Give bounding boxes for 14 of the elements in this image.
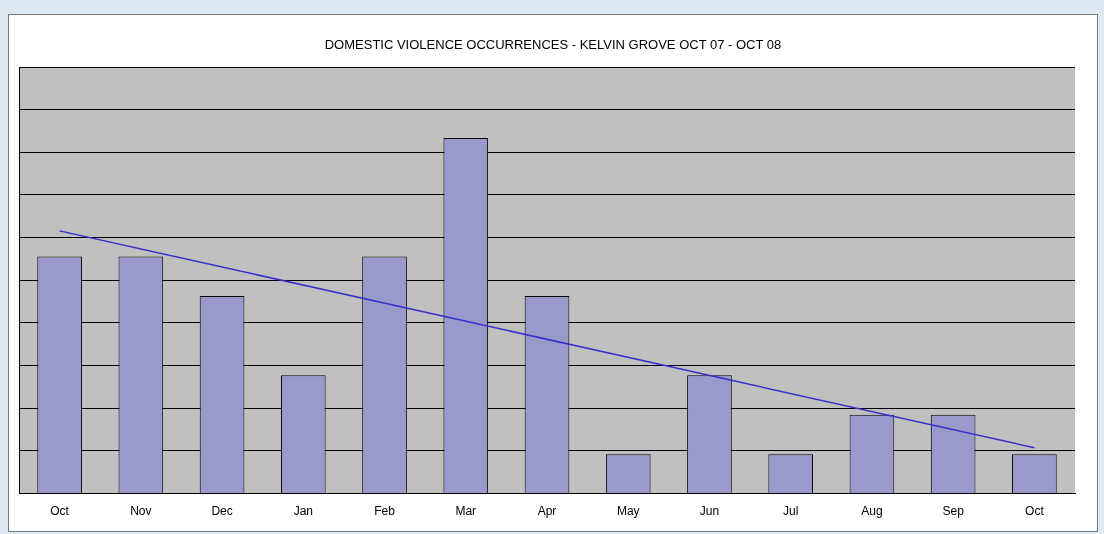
x-tick-label: Feb — [374, 504, 396, 519]
x-tick-label: Oct — [50, 504, 70, 519]
x-tick-label: Apr — [537, 504, 557, 519]
x-tick-label: Oct — [1025, 504, 1045, 519]
x-tick-label: Aug — [861, 504, 883, 519]
x-tick-label: Jan — [293, 504, 313, 519]
x-tick-label: Mar — [455, 504, 477, 519]
x-tick-label: Jun — [699, 504, 720, 519]
x-tick-label: Nov — [130, 504, 152, 519]
chart-title: DOMESTIC VIOLENCE OCCURRENCES - KELVIN GROVE OCT 07 - OCT 08 — [323, 37, 783, 54]
x-tick-label: Jul — [783, 504, 799, 519]
x-tick-label: May — [616, 504, 640, 519]
x-tick-label: Dec — [211, 504, 233, 519]
x-tick-label: Sep — [942, 504, 965, 519]
